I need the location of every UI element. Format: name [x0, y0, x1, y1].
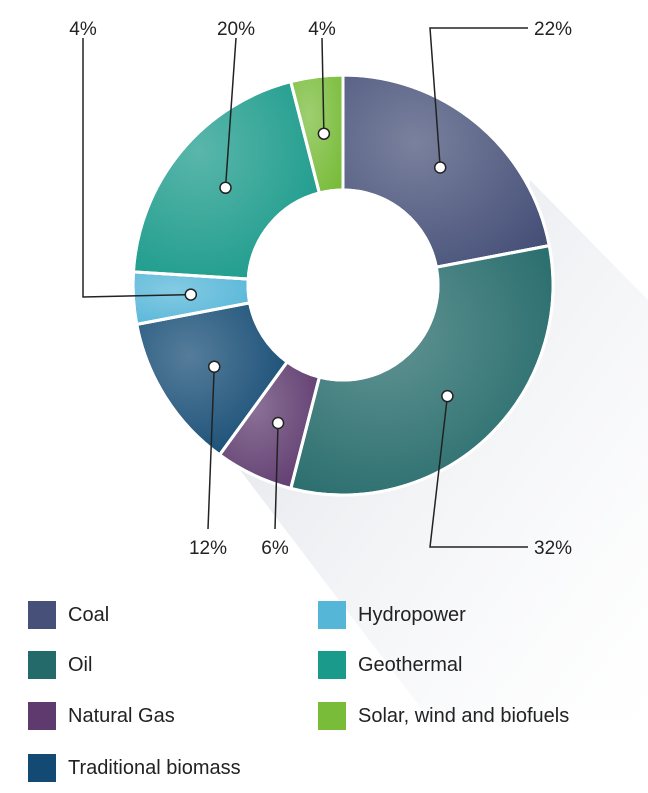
callout-dot-natural-gas	[271, 416, 285, 430]
legend-swatch	[28, 601, 56, 629]
data-label-traditional-biomass: 12%	[189, 538, 227, 559]
legend-swatch	[28, 702, 56, 730]
leader-line-traditional-biomass	[207, 366, 215, 530]
legend-label: Solar, wind and biofuels	[358, 704, 570, 727]
callout-dot-hydropower	[184, 288, 198, 301]
leader-line-geothermal	[224, 37, 237, 188]
callout-dot-oil	[441, 389, 454, 403]
legend-swatch	[318, 651, 346, 679]
legend-item-oil: Oil	[28, 650, 92, 680]
callout-dot-coal	[433, 161, 447, 174]
legend-label: Traditional biomass	[68, 756, 241, 779]
donut-hole	[248, 190, 438, 380]
legend-label: Natural Gas	[68, 704, 175, 727]
leader-line-coal	[429, 27, 528, 168]
legend-item-geothermal: Geothermal	[318, 650, 463, 680]
legend-label: Oil	[68, 653, 93, 676]
legend-item-solar-wind-and-biofuels: Solar, wind and biofuels	[318, 701, 569, 731]
legend-swatch	[318, 702, 346, 730]
legend-label: Geothermal	[358, 653, 463, 676]
data-label-coal: 22%	[534, 19, 572, 40]
callout-dot-solar-wind-and-biofuels	[317, 127, 331, 140]
legend-item-natural-gas: Natural Gas	[28, 701, 175, 731]
legend-swatch	[28, 651, 56, 679]
leader-line-solar-wind-and-biofuels	[321, 37, 325, 134]
leader-line-hydropower	[82, 38, 191, 298]
leader-line-natural-gas	[274, 422, 279, 530]
legend-swatch	[28, 754, 56, 782]
callout-dot-traditional-biomass	[207, 360, 221, 373]
legend-item-traditional-biomass: Traditional biomass	[28, 753, 241, 783]
data-label-hydropower: 4%	[69, 19, 97, 40]
data-label-geothermal: 20%	[217, 19, 255, 40]
legend-item-coal: Coal	[28, 600, 109, 630]
legend-swatch	[318, 601, 346, 629]
legend-label: Coal	[68, 603, 110, 626]
data-label-oil: 32%	[534, 538, 572, 559]
data-label-natural-gas: 6%	[261, 538, 289, 559]
legend-label: Hydropower	[358, 603, 466, 626]
legend-item-hydropower: Hydropower	[318, 600, 466, 630]
leader-line-oil	[429, 396, 528, 548]
callout-dot-geothermal	[219, 181, 232, 195]
data-label-solar-wind-and-biofuels: 4%	[308, 19, 336, 40]
